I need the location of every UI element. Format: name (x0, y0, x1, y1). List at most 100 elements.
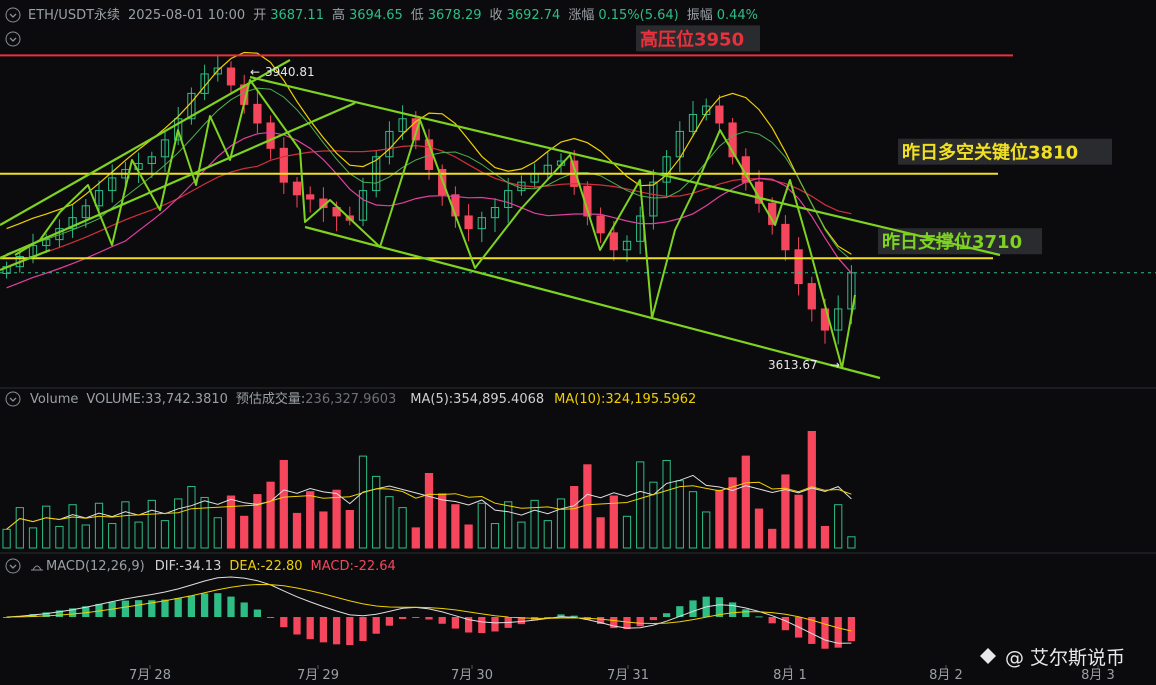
macd-bar (662, 613, 671, 617)
macd-bar (253, 609, 262, 617)
collapse-volume-icon[interactable] (5, 391, 21, 407)
volume-ma10: MA(10):324,195.5962 (554, 392, 696, 407)
watermark (980, 648, 996, 664)
volume-bar (306, 491, 315, 549)
macd-bar (161, 599, 169, 617)
key-level-label: 昨日多空关键位3810 (902, 142, 1078, 164)
macd-bar (570, 615, 578, 617)
header-low: 3678.29 (428, 8, 482, 23)
volume-bar (134, 521, 143, 549)
bell-icon[interactable] (31, 565, 43, 571)
macd-bar (332, 617, 341, 645)
x-tick-label: 7月 29 (297, 668, 339, 683)
macd-bar (755, 616, 763, 618)
candle (306, 186, 315, 213)
header-symbol: ETH/USDT永续 (28, 8, 120, 23)
candle (702, 98, 711, 121)
volume-bar (332, 489, 341, 549)
macd-bar (293, 617, 301, 635)
volume-bar (622, 515, 632, 549)
volume-bar (108, 523, 117, 549)
macd-bar (174, 598, 182, 617)
header-high: 3694.65 (349, 8, 403, 23)
macd-bar (544, 617, 552, 618)
candle (187, 87, 196, 125)
candle (253, 90, 262, 134)
header-amp_label: 振幅 (687, 8, 713, 23)
macd-bar (610, 617, 618, 629)
macd-bar (240, 602, 248, 617)
macd-dea: DEA:-22.80 (229, 559, 302, 574)
ma-green-line (6, 87, 852, 261)
macd-bar (121, 600, 130, 617)
volume-bar (240, 515, 249, 549)
volume-bar (847, 536, 856, 549)
volume-ma10-line (6, 481, 852, 530)
candle (2, 261, 11, 279)
volume-bar (358, 455, 368, 549)
macd-bar (42, 612, 50, 617)
volume-bar (94, 502, 104, 549)
macd-bar (491, 617, 499, 632)
expand-indicators-icon[interactable] (5, 31, 21, 47)
volume-bar (649, 481, 658, 549)
macd-bar (689, 600, 697, 617)
macd-bar (280, 617, 288, 628)
volume-bar (345, 510, 354, 549)
resistance-label: 高压位3950 (640, 28, 744, 50)
wave-path (14, 79, 856, 369)
volume-bar (543, 520, 552, 549)
low-price-mark: 3613.67 (768, 358, 818, 372)
macd-dif: DIF:-34.13 (155, 559, 222, 574)
candle (490, 198, 500, 233)
key-level-label-box (898, 138, 1112, 165)
volume-bar (160, 520, 170, 549)
candle (226, 61, 236, 94)
x-tick-label: 7月 28 (129, 668, 171, 683)
x-tick-label: 8月 3 (1081, 668, 1115, 683)
macd-header: MACD(12,26,9) DIF:-34.13 DEA:-22.80 MACD:-2… (46, 559, 396, 574)
macd-bar (68, 608, 77, 617)
candle (68, 204, 77, 238)
volume-bar (55, 525, 64, 549)
candle (807, 276, 816, 322)
resistance-label-box (636, 25, 760, 52)
volume-bar (702, 511, 711, 549)
volume-bar (583, 464, 592, 549)
x-tick-label: 7月 30 (451, 668, 493, 683)
volume-bars (2, 430, 856, 549)
trendline (0, 59, 291, 226)
header-low_label: 低 (411, 8, 424, 23)
macd-bar (2, 617, 11, 618)
volume-bar (820, 525, 830, 549)
volume-bar (636, 461, 645, 549)
macd-bar (227, 596, 235, 617)
volume-bar (596, 517, 605, 549)
collapse-macd-icon[interactable] (5, 558, 21, 574)
macd-bar (676, 606, 684, 617)
x-tick-label: 7月 31 (607, 668, 649, 683)
candle (174, 106, 183, 145)
volume-bar (477, 502, 486, 549)
candle (530, 163, 539, 189)
candle (279, 137, 288, 194)
macd-bar (372, 617, 380, 634)
header-change_label: 涨幅 (568, 8, 594, 23)
candle (160, 131, 170, 172)
macd-bar (715, 597, 724, 617)
collapse-main-icon[interactable] (5, 7, 21, 23)
volume-bar (226, 495, 236, 549)
candle (781, 215, 790, 261)
volume-est_label: 预估成交量: (236, 391, 305, 407)
volume-bar (266, 481, 275, 549)
volume-bar (794, 494, 803, 549)
volume-bar (728, 477, 737, 549)
macd-bar (728, 602, 737, 617)
price-header: ETH/USDT永续 2025-08-01 10:00 开 3687.11 高 3694.… (28, 7, 758, 23)
volume-volume: VOLUME:33,742.3810 (86, 392, 228, 407)
support-label: 昨日支撑位3710 (882, 231, 1022, 253)
candle (292, 177, 302, 208)
macd-bar (346, 617, 354, 645)
volume-bar (662, 459, 671, 549)
macd-bar (385, 617, 394, 626)
